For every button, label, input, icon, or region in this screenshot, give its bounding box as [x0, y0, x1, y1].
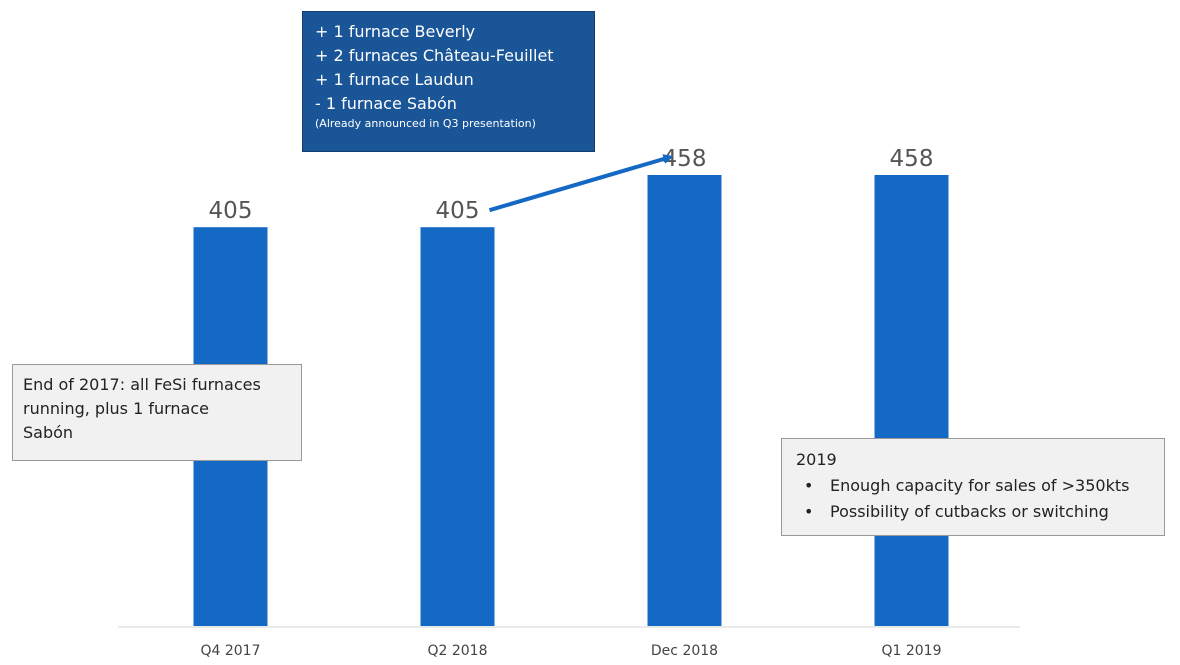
outlook-2019-callout: 2019 Enough capacity for sales of >350kt… [781, 438, 1165, 536]
outlook-2019-list: Enough capacity for sales of >350kts Pos… [796, 473, 1150, 525]
bar-value-label: 458 [890, 146, 934, 172]
callout-line-sabon: - 1 furnace Sabón [315, 94, 457, 113]
outlook-bullet-cutbacks: Possibility of cutbacks or switching [796, 499, 1150, 525]
callout-line-beverly: + 1 furnace Beverly [315, 22, 476, 41]
bar-q1-2019 [874, 175, 949, 626]
callout-note: (Already announced in Q3 presentation) [315, 117, 536, 130]
end-2017-callout: End of 2017: all FeSi furnaces running, … [12, 364, 302, 461]
bar-dec-2018 [647, 175, 722, 626]
bar-value-label: 405 [436, 198, 480, 224]
outlook-bullet-capacity: Enough capacity for sales of >350kts [796, 473, 1150, 499]
end-2017-line-3: Sabón [23, 423, 74, 442]
bar-value-label: 405 [209, 198, 253, 224]
category-label: Q1 2019 [881, 643, 941, 659]
furnace-changes-callout: + 1 furnace Beverly + 2 furnaces Château… [302, 11, 595, 152]
category-label: Q2 2018 [427, 643, 487, 659]
end-2017-line-1: End of 2017: all FeSi furnaces [23, 375, 261, 394]
category-label: Dec 2018 [651, 643, 718, 659]
callout-line-chateau-feuillet: + 2 furnaces Château-Feuillet [315, 46, 554, 65]
bar-q2-2018 [420, 227, 495, 627]
outlook-2019-heading: 2019 [796, 450, 837, 469]
growth-arrow [488, 154, 674, 213]
category-label: Q4 2017 [200, 643, 260, 659]
callout-line-laudun: + 1 furnace Laudun [315, 70, 474, 89]
end-2017-line-2: running, plus 1 furnace [23, 399, 209, 418]
